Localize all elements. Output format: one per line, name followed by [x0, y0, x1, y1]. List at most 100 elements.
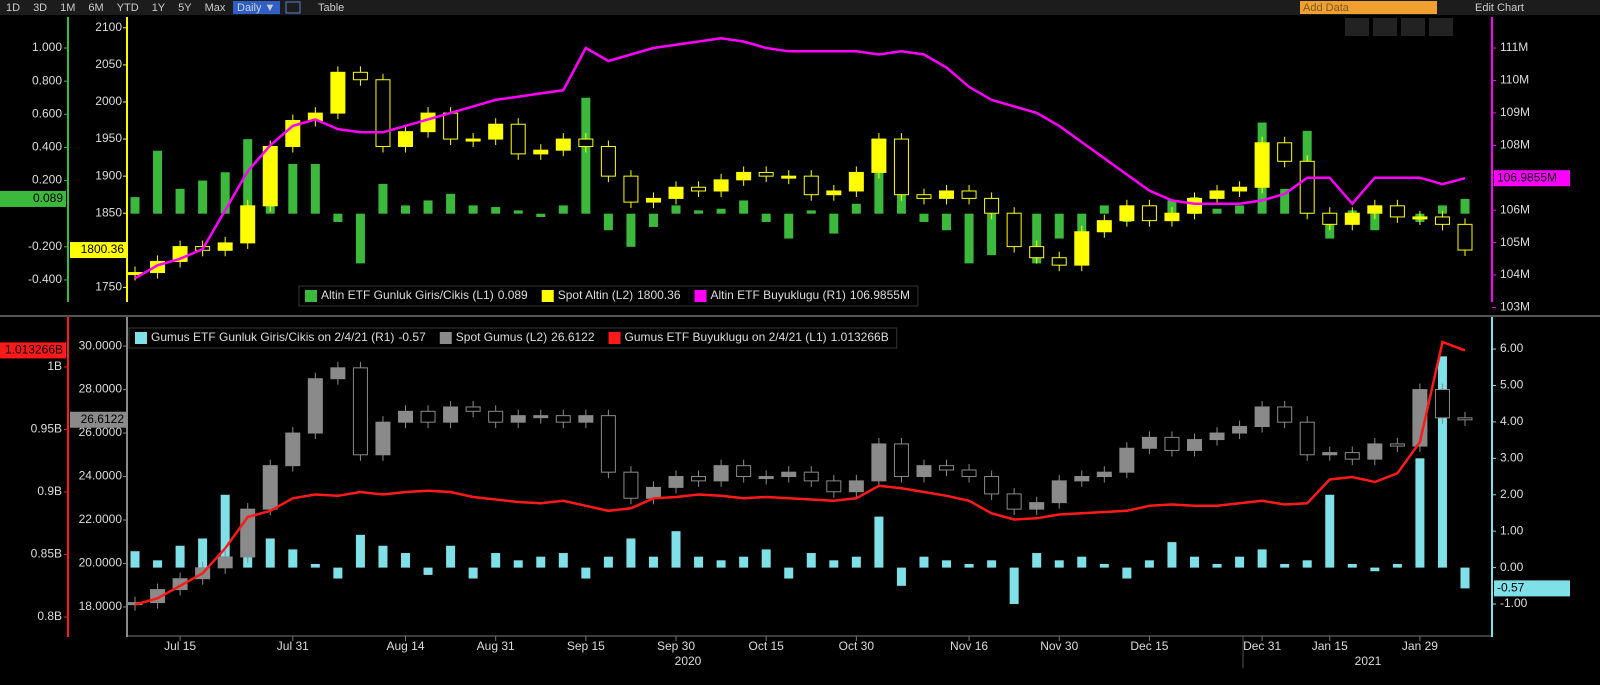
bar [874, 516, 884, 568]
candle-body [533, 415, 549, 419]
bar [1302, 560, 1312, 568]
chart-tools [1345, 18, 1453, 36]
add-data-input[interactable]: Add Data [1303, 2, 1350, 14]
y-tick-label: 108M [1500, 137, 1530, 151]
bar [694, 556, 704, 568]
bar [1347, 563, 1357, 568]
candle-body [871, 443, 887, 482]
range-button[interactable]: 5Y [178, 2, 192, 14]
candle-body [1096, 471, 1112, 478]
legend-value: 106.9855M [850, 288, 910, 302]
y-tick-label: 4.00 [1500, 414, 1524, 428]
bar [536, 556, 546, 568]
bar [513, 210, 523, 214]
legend [128, 327, 898, 349]
bar [1370, 213, 1380, 231]
bar [648, 213, 658, 227]
value-badge-label: -0.57 [1497, 581, 1525, 595]
bar [468, 567, 478, 579]
legend-swatch [541, 290, 554, 302]
candle-body [1186, 197, 1202, 214]
tool-button[interactable] [1401, 18, 1425, 36]
candle-body [1074, 231, 1090, 266]
candle-body [691, 186, 707, 192]
range-button[interactable]: 3D [33, 2, 47, 14]
y-tick-label: 26.0000 [79, 425, 123, 439]
value-badge-label: 26.6122 [81, 412, 125, 426]
range-button[interactable]: Max [205, 2, 226, 14]
bar [423, 200, 433, 214]
y-tick-label: 0.9B [37, 484, 62, 498]
y-tick-label: 109M [1500, 105, 1530, 119]
candle-body [1096, 220, 1112, 233]
range-button[interactable]: 1M [60, 2, 75, 14]
table-button[interactable]: Table [318, 2, 344, 14]
bar [1032, 553, 1042, 568]
candle-body [1232, 186, 1248, 192]
candle-body [1389, 443, 1405, 447]
candle-body [578, 138, 594, 147]
bar [491, 553, 501, 568]
candle-body [1389, 205, 1405, 218]
period-label[interactable]: Daily ▼ [237, 2, 275, 14]
bar [784, 213, 794, 239]
x-tick-label: Dec 31 [1243, 639, 1281, 653]
value-badge-label: 0.089 [33, 191, 63, 205]
candle-body [330, 367, 346, 380]
candle-body [330, 71, 346, 114]
bar [829, 560, 839, 568]
bar [964, 563, 974, 568]
bar [987, 560, 997, 568]
candle-body [262, 465, 278, 510]
bar [401, 205, 411, 214]
edit-chart-button[interactable]: Edit Chart [1475, 2, 1524, 14]
bar [220, 494, 230, 568]
bar [198, 538, 208, 568]
candle-body [375, 79, 391, 147]
bar [220, 172, 230, 214]
toolbar-items: 1D 3D 1M 6M YTD 1Y 5Y Max [6, 2, 226, 14]
candle-body [398, 131, 414, 147]
bar [603, 213, 613, 231]
y-tick-label: 1.000 [32, 40, 62, 54]
bar [1077, 556, 1087, 568]
range-button[interactable]: 1D [6, 2, 20, 14]
candle-body [984, 197, 1000, 214]
bar [761, 213, 771, 222]
legend-label: Altin ETF Buyuklugu (R1) [711, 288, 846, 302]
chart-type-icon[interactable] [285, 1, 301, 14]
y-tick-label: 1850 [95, 205, 122, 219]
value-badge [70, 411, 127, 428]
range-button[interactable]: 1Y [152, 2, 166, 14]
candle-body [1457, 223, 1473, 251]
add-data-box[interactable] [1300, 1, 1437, 14]
x-tick-label: Jul 31 [277, 639, 309, 653]
y-tick-label: 0.85B [31, 547, 62, 561]
legend-label: Altin ETF Gunluk Giris/Cikis (L1) [321, 288, 494, 302]
range-button[interactable]: 6M [88, 2, 103, 14]
candle-body [893, 138, 909, 196]
tool-button[interactable] [1345, 18, 1369, 36]
period-button[interactable] [233, 1, 280, 14]
tool-button[interactable] [1373, 18, 1397, 36]
candle-body [465, 138, 481, 142]
y-tick-label: 1750 [95, 280, 122, 294]
candle-body [826, 480, 842, 493]
y-tick-label: 22.0000 [79, 512, 123, 526]
range-button[interactable]: YTD [117, 2, 139, 14]
candle-body [510, 415, 526, 423]
candle-body [578, 415, 594, 423]
bar [896, 567, 906, 586]
bar [153, 150, 163, 214]
legend-swatch [608, 332, 621, 344]
bar [468, 205, 478, 214]
bar [378, 545, 388, 568]
y-tick-label: 1900 [95, 168, 122, 182]
tool-button[interactable] [1429, 18, 1453, 36]
legend-swatch [439, 332, 452, 344]
candle-body [1367, 443, 1383, 460]
candle-body [826, 190, 842, 196]
bar [806, 210, 816, 214]
bar [671, 205, 681, 214]
